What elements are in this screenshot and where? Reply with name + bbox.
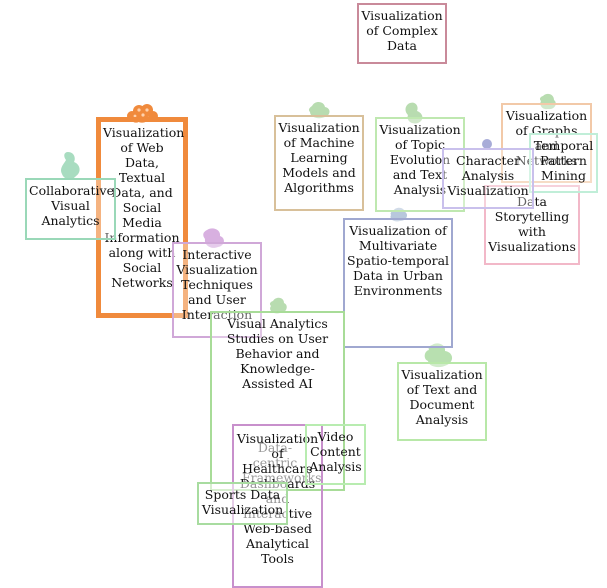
cluster-blob-ml xyxy=(308,101,330,119)
topic-label: Character Analysis Visualization xyxy=(447,153,529,198)
topic-interactive-visualization-techniques[interactable]: Interactive Visualization Techniques and… xyxy=(172,242,262,338)
topic-text-and-document-analysis[interactable]: Visualization of Text and Document Analy… xyxy=(397,362,487,441)
cluster-blob-text xyxy=(424,343,453,368)
topic-label: Visualization of Text and Document Analy… xyxy=(401,367,483,427)
topic-label: Sports Data Visualization xyxy=(201,487,284,517)
topic-data-centric-frameworks[interactable]: Data-centric Frameworks xyxy=(240,437,322,497)
topic-collaborative-visual-analytics[interactable]: Collaborative Visual Analytics xyxy=(25,178,116,240)
topic-machine-learning-models[interactable]: Visualization of Machine Learning Models… xyxy=(274,115,364,211)
topic-character-analysis[interactable]: Character Analysis Visualization xyxy=(442,148,534,209)
topic-label: Temporal Pattern Mining xyxy=(533,138,594,183)
topic-temporal-pattern-mining[interactable]: Temporal Pattern Mining xyxy=(529,133,598,193)
topic-label: Data Storytelling with Visualizations xyxy=(488,194,576,254)
cluster-blob-collab xyxy=(61,152,80,180)
topic-label: Visualization of Web Data, Textual Data,… xyxy=(103,125,185,290)
topic-label: Visual Analytics Studies on User Behavio… xyxy=(226,316,329,391)
topic-label: Data-centric Frameworks xyxy=(242,440,322,485)
topic-visualization-of-complex-data[interactable]: Visualization of Complex Data xyxy=(357,3,447,64)
topic-label: Interactive Visualization Techniques and… xyxy=(176,247,258,322)
topic-label: Visualization of Complex Data xyxy=(361,8,443,53)
topic-label: Visualization of Multivariate Spatio-tem… xyxy=(347,223,450,298)
topic-topic-evolution-text-analysis[interactable]: Visualization of Topic Evolution and Tex… xyxy=(375,117,465,212)
cluster-blob-user xyxy=(269,297,287,314)
cluster-blob-character xyxy=(482,139,492,149)
topic-video-content-analysis[interactable]: Video Content Analysis xyxy=(305,424,366,485)
topic-label: Visualization of Topic Evolution and Tex… xyxy=(379,122,461,197)
topic-label: Collaborative Visual Analytics xyxy=(29,183,114,228)
topic-label: Visualization of Machine Learning Models… xyxy=(278,120,360,195)
topic-multivariate-spatio-temporal[interactable]: Visualization of Multivariate Spatio-tem… xyxy=(343,218,453,348)
topic-sports-data-visualization[interactable]: Sports Data Visualization xyxy=(197,482,288,525)
cluster-blob-graphs xyxy=(539,93,556,110)
topic-label: Video Content Analysis xyxy=(309,429,362,474)
topic-graphs-and-networks[interactable]: Visualization of Graphs and Networks xyxy=(501,103,592,183)
